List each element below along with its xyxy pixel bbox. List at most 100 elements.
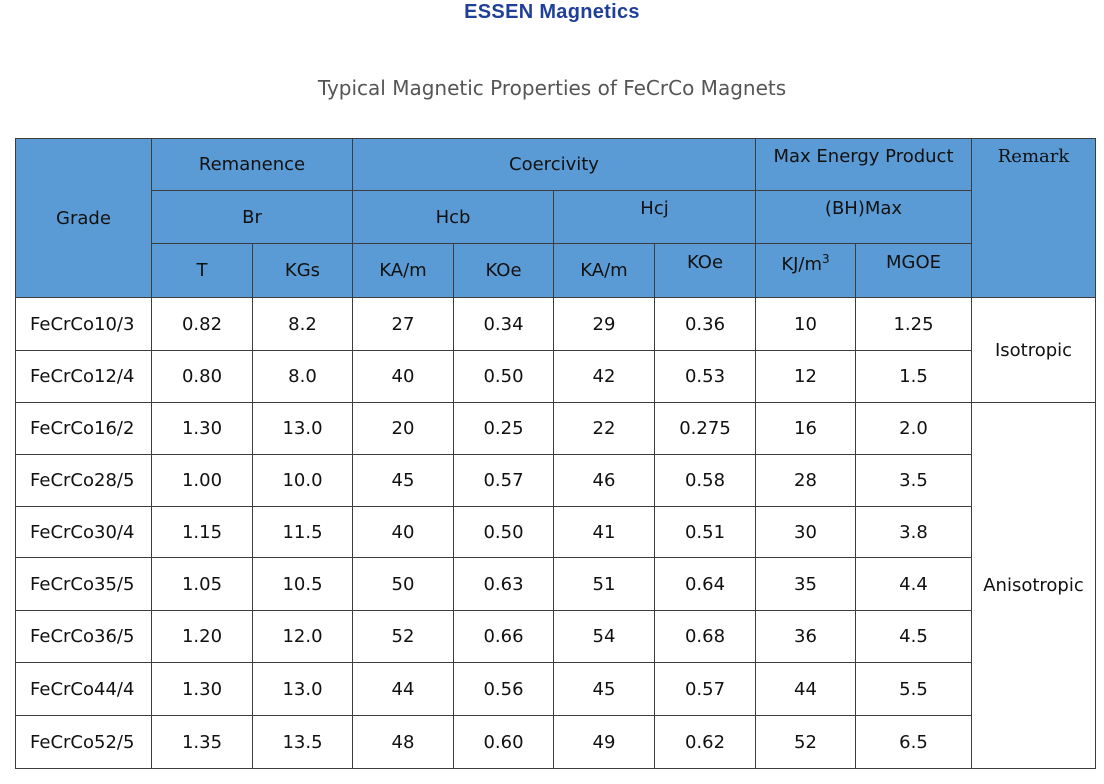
table-body: FeCrCo10/3 0.82 8.2 27 0.34 29 0.36 10 1.25 Isotr… xyxy=(15,297,1096,769)
cell-t: 1.20 xyxy=(151,610,253,663)
cell-mgoe: 5.5 xyxy=(855,662,972,716)
unit-kjm3-superscript: 3 xyxy=(822,252,830,266)
cell-kjm3: 28 xyxy=(755,454,856,507)
cell-kjm3: 52 xyxy=(755,715,856,769)
cell-hcb-koe: 0.50 xyxy=(453,506,554,558)
cell-grade: FeCrCo35/5 xyxy=(15,557,152,611)
cell-mgoe: 3.8 xyxy=(855,506,972,558)
cell-hcb-kam: 50 xyxy=(352,557,454,611)
unit-t: T xyxy=(151,243,253,298)
cell-mgoe: 1.5 xyxy=(855,350,972,403)
unit-hcb-kam: KA/m xyxy=(352,243,454,298)
cell-kjm3: 36 xyxy=(755,610,856,663)
cell-hcj-koe: 0.57 xyxy=(654,662,756,716)
table-row: FeCrCo36/5 1.20 12.0 52 0.66 54 0.68 36 4.5 xyxy=(15,610,1096,663)
cell-mgoe: 4.5 xyxy=(855,610,972,663)
cell-hcb-koe: 0.66 xyxy=(453,610,554,663)
unit-kjm3-base: KJ/m xyxy=(781,254,823,275)
cell-hcb-koe: 0.56 xyxy=(453,662,554,716)
unit-kjm3: KJ/m3 xyxy=(755,243,856,298)
cell-hcb-kam: 27 xyxy=(352,297,454,351)
cell-t: 1.30 xyxy=(151,402,253,455)
cell-kgs: 8.0 xyxy=(252,350,353,403)
table-row: FeCrCo10/3 0.82 8.2 27 0.34 29 0.36 10 1.25 Isotr… xyxy=(15,297,1096,403)
cell-t: 1.00 xyxy=(151,454,253,507)
table-row: FeCrCo30/4 1.15 11.5 40 0.50 41 0.51 30 3.8 xyxy=(15,506,1096,558)
cell-kgs: 10.0 xyxy=(252,454,353,507)
cell-mgoe: 6.5 xyxy=(855,715,972,769)
table-row: FeCrCo12/4 0.80 8.0 40 0.50 42 0.53 12 1.5 xyxy=(15,350,1096,403)
cell-hcb-kam: 44 xyxy=(352,662,454,716)
unit-hcj-koe: KOe xyxy=(654,243,756,298)
properties-table-wrapper: Grade Remanence Coercivity Max Energy Pr… xyxy=(15,138,1096,769)
header-remanence: Remanence xyxy=(151,138,353,191)
table-row: FeCrCo16/2 1.30 13.0 20 0.25 22 0.275 16 2.0 Anis… xyxy=(15,402,1096,769)
cell-hcb-koe: 0.63 xyxy=(453,557,554,611)
cell-t: 1.30 xyxy=(151,662,253,716)
cell-grade: FeCrCo44/4 xyxy=(15,662,152,716)
cell-grade: FeCrCo16/2 xyxy=(15,402,152,455)
table-header: Grade Remanence Coercivity Max Energy Pr… xyxy=(15,138,1096,298)
cell-kgs: 13.0 xyxy=(252,662,353,716)
cell-grade: FeCrCo12/4 xyxy=(15,350,152,403)
cell-hcj-kam: 41 xyxy=(553,506,655,558)
table-row: FeCrCo28/5 1.00 10.0 45 0.57 46 0.58 28 3.5 xyxy=(15,454,1096,507)
header-hcj: Hcj xyxy=(553,190,756,244)
cell-kjm3: 12 xyxy=(755,350,856,403)
remark-isotropic: Isotropic xyxy=(971,297,1096,403)
cell-hcb-koe: 0.50 xyxy=(453,350,554,403)
cell-t: 0.80 xyxy=(151,350,253,403)
cell-grade: FeCrCo36/5 xyxy=(15,610,152,663)
cell-t: 0.82 xyxy=(151,297,253,351)
header-coercivity: Coercivity xyxy=(352,138,756,191)
cell-kgs: 8.2 xyxy=(252,297,353,351)
cell-grade: FeCrCo30/4 xyxy=(15,506,152,558)
cell-kgs: 13.0 xyxy=(252,402,353,455)
cell-hcj-kam: 42 xyxy=(553,350,655,403)
cell-hcb-kam: 40 xyxy=(352,506,454,558)
table-row: FeCrCo52/5 1.35 13.5 48 0.60 49 0.62 52 6.5 xyxy=(15,715,1096,769)
cell-mgoe: 1.25 xyxy=(855,297,972,351)
cell-hcj-kam: 49 xyxy=(553,715,655,769)
header-hcb: Hcb xyxy=(352,190,554,244)
cell-kgs: 10.5 xyxy=(252,557,353,611)
cell-hcj-kam: 54 xyxy=(553,610,655,663)
cell-hcj-koe: 0.62 xyxy=(654,715,756,769)
cell-kjm3: 30 xyxy=(755,506,856,558)
cell-hcb-kam: 20 xyxy=(352,402,454,455)
cell-hcj-koe: 0.53 xyxy=(654,350,756,403)
unit-kgs: KGs xyxy=(252,243,353,298)
cell-hcj-kam: 46 xyxy=(553,454,655,507)
cell-t: 1.35 xyxy=(151,715,253,769)
cell-hcj-koe: 0.68 xyxy=(654,610,756,663)
cell-hcj-koe: 0.275 xyxy=(654,402,756,455)
brand-title: ESSEN Magnetics xyxy=(464,1,640,23)
cell-hcb-koe: 0.34 xyxy=(453,297,554,351)
cell-hcj-koe: 0.51 xyxy=(654,506,756,558)
table-row: FeCrCo35/5 1.05 10.5 50 0.63 51 0.64 35 4.4 xyxy=(15,557,1096,611)
cell-kjm3: 10 xyxy=(755,297,856,351)
cell-mgoe: 4.4 xyxy=(855,557,972,611)
cell-hcb-kam: 40 xyxy=(352,350,454,403)
cell-kgs: 13.5 xyxy=(252,715,353,769)
cell-grade: FeCrCo52/5 xyxy=(15,715,152,769)
header-bhmax: (BH)Max xyxy=(755,190,972,244)
cell-grade: FeCrCo10/3 xyxy=(15,297,152,351)
header-remark: Remark xyxy=(971,138,1096,298)
cell-kjm3: 44 xyxy=(755,662,856,716)
cell-hcb-kam: 48 xyxy=(352,715,454,769)
cell-hcj-kam: 51 xyxy=(553,557,655,611)
cell-t: 1.05 xyxy=(151,557,253,611)
cell-hcj-kam: 22 xyxy=(553,402,655,455)
page-title: Typical Magnetic Properties of FeCrCo Ma… xyxy=(317,76,787,100)
unit-hcj-kam: KA/m xyxy=(553,243,655,298)
table-row: FeCrCo44/4 1.30 13.0 44 0.56 45 0.57 44 5.5 xyxy=(15,662,1096,716)
cell-hcj-kam: 45 xyxy=(553,662,655,716)
cell-hcj-koe: 0.36 xyxy=(654,297,756,351)
cell-hcj-kam: 29 xyxy=(553,297,655,351)
unit-hcb-koe: KOe xyxy=(453,243,554,298)
cell-hcb-kam: 45 xyxy=(352,454,454,507)
header-grade: Grade xyxy=(15,138,152,298)
remark-anisotropic: Anisotropic xyxy=(971,402,1096,769)
cell-hcb-koe: 0.57 xyxy=(453,454,554,507)
